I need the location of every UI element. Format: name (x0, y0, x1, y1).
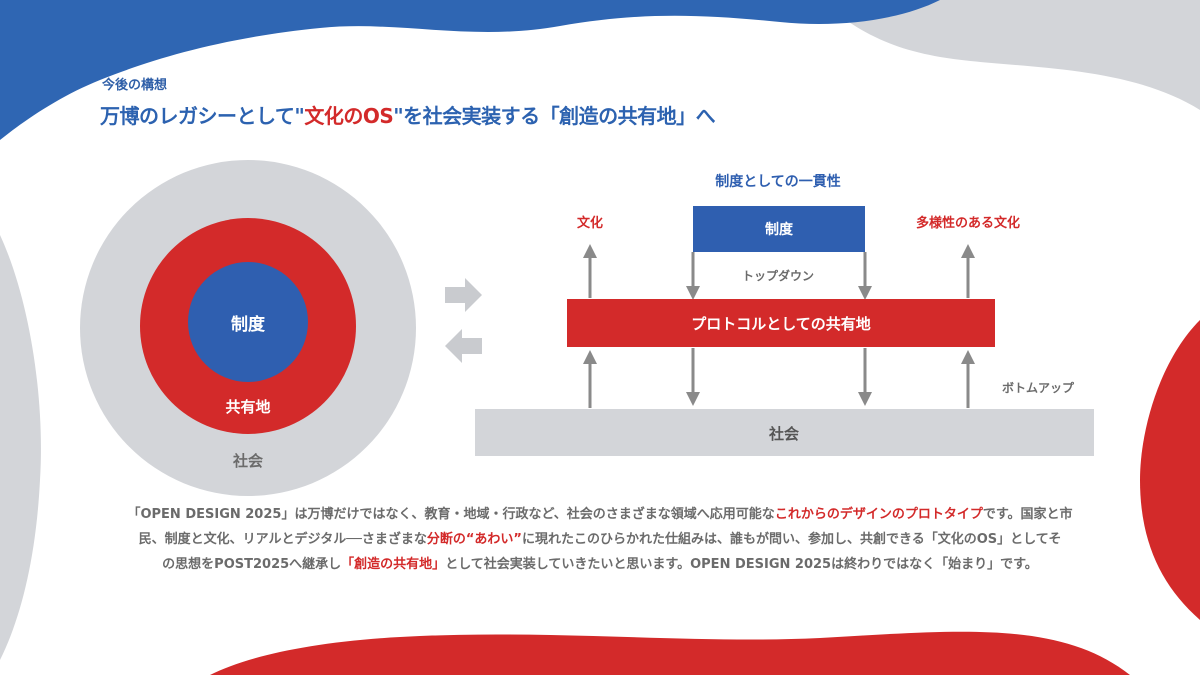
page-headline: 万博のレガシーとして"文化のOS"を社会実装する「創造の共有地」へ (100, 100, 716, 129)
red-wave-bottom (210, 631, 1130, 675)
exchange-arrow-left-icon (445, 329, 482, 363)
desc-line1-text: 「OPEN DESIGN 2025」は万博だけではなく、教育・地域・行政など、社… (127, 507, 775, 522)
society-bar-label: 社会 (768, 425, 799, 443)
description-paragraph: 「OPEN DESIGN 2025」は万博だけではなく、教育・地域・行政など、社… (80, 502, 1120, 577)
arrow-up-bottomup-2-icon (961, 350, 975, 408)
gray-blob-left (0, 235, 41, 660)
society-bar (475, 409, 1094, 456)
system-box (693, 206, 865, 252)
inner-circle-label: 制度 (231, 314, 266, 335)
diverse-culture-label: 多様性のある文化 (916, 215, 1020, 231)
arrow-down-topdown-2-icon (858, 252, 872, 300)
culture-label: 文化 (577, 215, 603, 231)
desc-line2-text: 民、制度と文化、リアルとデジタル──さまざまな (138, 532, 427, 547)
outer-circle-label: 社会 (232, 452, 263, 470)
protocol-commons-label: プロトコルとしての共有地 (691, 315, 871, 333)
gray-blob-top-right (820, 0, 1200, 110)
arrow-down-topdown-1-icon (686, 252, 700, 300)
headline-part-1: 万博のレガシーとして" (100, 104, 305, 128)
top-down-label: トップダウン (742, 268, 814, 283)
blue-wave-top (0, 0, 940, 140)
headline-highlight: 文化のOS (304, 104, 394, 128)
arrow-down-society-1-icon (686, 348, 700, 406)
arrow-up-diverse-icon (961, 244, 975, 298)
desc-line3-text: の思想をPOST2025へ継承し (162, 557, 342, 572)
exchange-arrow-right-icon (445, 278, 482, 312)
description-line-1: 「OPEN DESIGN 2025」は万博だけではなく、教育・地域・行政など、社… (80, 502, 1120, 527)
desc-line3-text-end: として社会実装していきたいと思います。OPEN DESIGN 2025は終わりで… (445, 557, 1038, 572)
desc-line3-highlight: 「創造の共有地」 (341, 557, 446, 572)
description-line-2: 民、制度と文化、リアルとデジタル──さまざまな分断の“あわい”に現れたこのひらか… (80, 527, 1120, 552)
inner-circle-system (188, 262, 308, 382)
arrow-up-culture-icon (583, 244, 597, 298)
desc-line1-text-end: です。国家と市 (982, 507, 1073, 522)
desc-line1-highlight: これからのデザインのプロトタイプ (774, 507, 983, 522)
section-label: 今後の構想 (102, 78, 168, 93)
desc-line2-text-end: に現れたこのひらかれた仕組みは、誰もが問い、参加し、共創できる「文化のOS」とし… (521, 532, 1062, 547)
desc-line2-highlight: 分断の“あわい” (426, 532, 522, 547)
protocol-commons-bar (567, 299, 995, 347)
bottom-up-label: ボトムアップ (1002, 380, 1075, 395)
middle-circle-label: 共有地 (225, 398, 270, 416)
description-line-3: の思想をPOST2025へ継承し「創造の共有地」として社会実装していきたいと思い… (80, 552, 1120, 577)
arrow-up-bottomup-1-icon (583, 350, 597, 408)
red-blob-right (1140, 320, 1200, 620)
system-box-label: 制度 (765, 221, 794, 238)
flow-top-title: 制度としての一貫性 (715, 173, 841, 190)
headline-part-2: "を社会実装する「創造の共有地」へ (393, 104, 716, 128)
arrow-down-society-2-icon (858, 348, 872, 406)
